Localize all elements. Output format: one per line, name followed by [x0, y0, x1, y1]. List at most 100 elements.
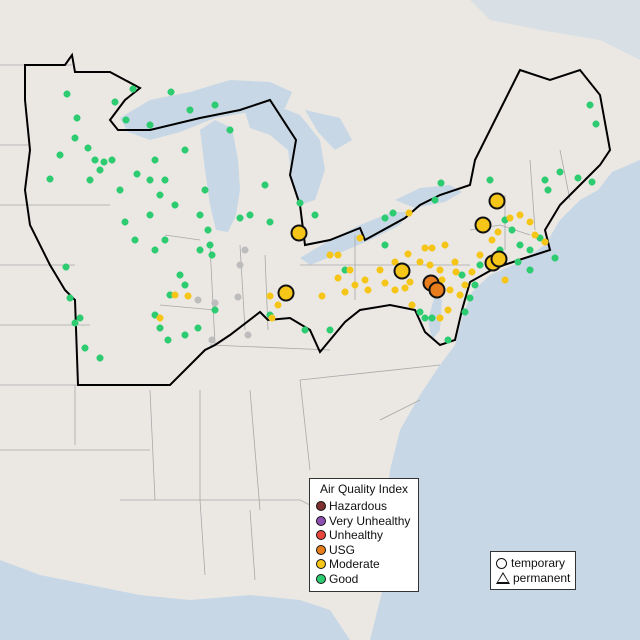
monitor-marker[interactable] — [194, 296, 202, 304]
monitor-marker[interactable] — [96, 166, 104, 174]
monitor-marker[interactable] — [184, 292, 192, 300]
monitor-marker[interactable] — [421, 244, 429, 252]
monitor-marker[interactable] — [201, 186, 209, 194]
monitor-marker[interactable] — [346, 266, 354, 274]
monitor-marker[interactable] — [461, 281, 469, 289]
monitor-marker[interactable] — [133, 170, 141, 178]
monitor-marker[interactable] — [301, 326, 309, 334]
monitor-marker[interactable] — [151, 246, 159, 254]
monitor-marker[interactable] — [71, 134, 79, 142]
monitor-marker[interactable] — [516, 211, 524, 219]
monitor-marker[interactable] — [592, 120, 600, 128]
monitor-marker[interactable] — [196, 246, 204, 254]
monitor-marker[interactable] — [444, 306, 452, 314]
monitor-marker[interactable] — [476, 261, 484, 269]
temporary-monitor-marker[interactable] — [428, 281, 446, 299]
monitor-marker[interactable] — [405, 209, 413, 217]
monitor-marker[interactable] — [66, 294, 74, 302]
monitor-marker[interactable] — [526, 218, 534, 226]
monitor-marker[interactable] — [506, 214, 514, 222]
monitor-marker[interactable] — [334, 251, 342, 259]
monitor-marker[interactable] — [574, 174, 582, 182]
monitor-marker[interactable] — [426, 261, 434, 269]
monitor-marker[interactable] — [161, 236, 169, 244]
monitor-marker[interactable] — [121, 218, 129, 226]
monitor-marker[interactable] — [84, 144, 92, 152]
monitor-marker[interactable] — [146, 211, 154, 219]
monitor-marker[interactable] — [81, 344, 89, 352]
monitor-marker[interactable] — [244, 331, 252, 339]
monitor-marker[interactable] — [341, 288, 349, 296]
monitor-marker[interactable] — [451, 258, 459, 266]
monitor-marker[interactable] — [408, 301, 416, 309]
monitor-marker[interactable] — [461, 308, 469, 316]
monitor-marker[interactable] — [508, 226, 516, 234]
monitor-marker[interactable] — [361, 276, 369, 284]
monitor-marker[interactable] — [326, 326, 334, 334]
temporary-monitor-marker[interactable] — [277, 284, 295, 302]
monitor-marker[interactable] — [428, 244, 436, 252]
monitor-marker[interactable] — [389, 209, 397, 217]
monitor-marker[interactable] — [326, 251, 334, 259]
monitor-marker[interactable] — [206, 241, 214, 249]
monitor-marker[interactable] — [164, 336, 172, 344]
monitor-marker[interactable] — [111, 98, 119, 106]
monitor-marker[interactable] — [381, 241, 389, 249]
monitor-marker[interactable] — [236, 261, 244, 269]
monitor-marker[interactable] — [391, 286, 399, 294]
monitor-marker[interactable] — [62, 263, 70, 271]
monitor-marker[interactable] — [381, 279, 389, 287]
monitor-marker[interactable] — [261, 181, 269, 189]
monitor-marker[interactable] — [456, 291, 464, 299]
monitor-marker[interactable] — [401, 284, 409, 292]
monitor-marker[interactable] — [73, 114, 81, 122]
monitor-marker[interactable] — [541, 176, 549, 184]
monitor-marker[interactable] — [171, 291, 179, 299]
temporary-monitor-marker[interactable] — [474, 216, 492, 234]
monitor-marker[interactable] — [171, 201, 179, 209]
monitor-marker[interactable] — [156, 314, 164, 322]
monitor-marker[interactable] — [541, 238, 549, 246]
monitor-marker[interactable] — [71, 319, 79, 327]
monitor-marker[interactable] — [236, 214, 244, 222]
monitor-marker[interactable] — [241, 246, 249, 254]
monitor-marker[interactable] — [76, 314, 84, 322]
monitor-marker[interactable] — [116, 186, 124, 194]
monitor-marker[interactable] — [381, 214, 389, 222]
monitor-marker[interactable] — [167, 88, 175, 96]
monitor-marker[interactable] — [416, 258, 424, 266]
monitor-marker[interactable] — [246, 211, 254, 219]
monitor-marker[interactable] — [311, 211, 319, 219]
monitor-marker[interactable] — [441, 241, 449, 249]
monitor-marker[interactable] — [234, 293, 242, 301]
monitor-marker[interactable] — [488, 236, 496, 244]
monitor-marker[interactable] — [406, 278, 414, 286]
monitor-marker[interactable] — [476, 251, 484, 259]
monitor-marker[interactable] — [268, 314, 276, 322]
monitor-marker[interactable] — [458, 271, 466, 279]
monitor-marker[interactable] — [391, 258, 399, 266]
monitor-marker[interactable] — [181, 281, 189, 289]
temporary-monitor-marker[interactable] — [488, 192, 506, 210]
monitor-marker[interactable] — [421, 314, 429, 322]
monitor-marker[interactable] — [63, 90, 71, 98]
monitor-marker[interactable] — [274, 301, 282, 309]
monitor-marker[interactable] — [296, 199, 304, 207]
monitor-marker[interactable] — [208, 336, 216, 344]
monitor-marker[interactable] — [266, 292, 274, 300]
monitor-marker[interactable] — [452, 268, 460, 276]
monitor-marker[interactable] — [204, 226, 212, 234]
monitor-marker[interactable] — [376, 266, 384, 274]
monitor-marker[interactable] — [356, 234, 364, 242]
monitor-marker[interactable] — [211, 306, 219, 314]
monitor-marker[interactable] — [96, 354, 104, 362]
monitor-marker[interactable] — [544, 186, 552, 194]
monitor-marker[interactable] — [436, 314, 444, 322]
monitor-marker[interactable] — [146, 176, 154, 184]
monitor-marker[interactable] — [318, 292, 326, 300]
monitor-marker[interactable] — [551, 254, 559, 262]
monitor-marker[interactable] — [196, 211, 204, 219]
monitor-marker[interactable] — [181, 146, 189, 154]
monitor-marker[interactable] — [334, 274, 342, 282]
temporary-monitor-marker[interactable] — [393, 262, 411, 280]
